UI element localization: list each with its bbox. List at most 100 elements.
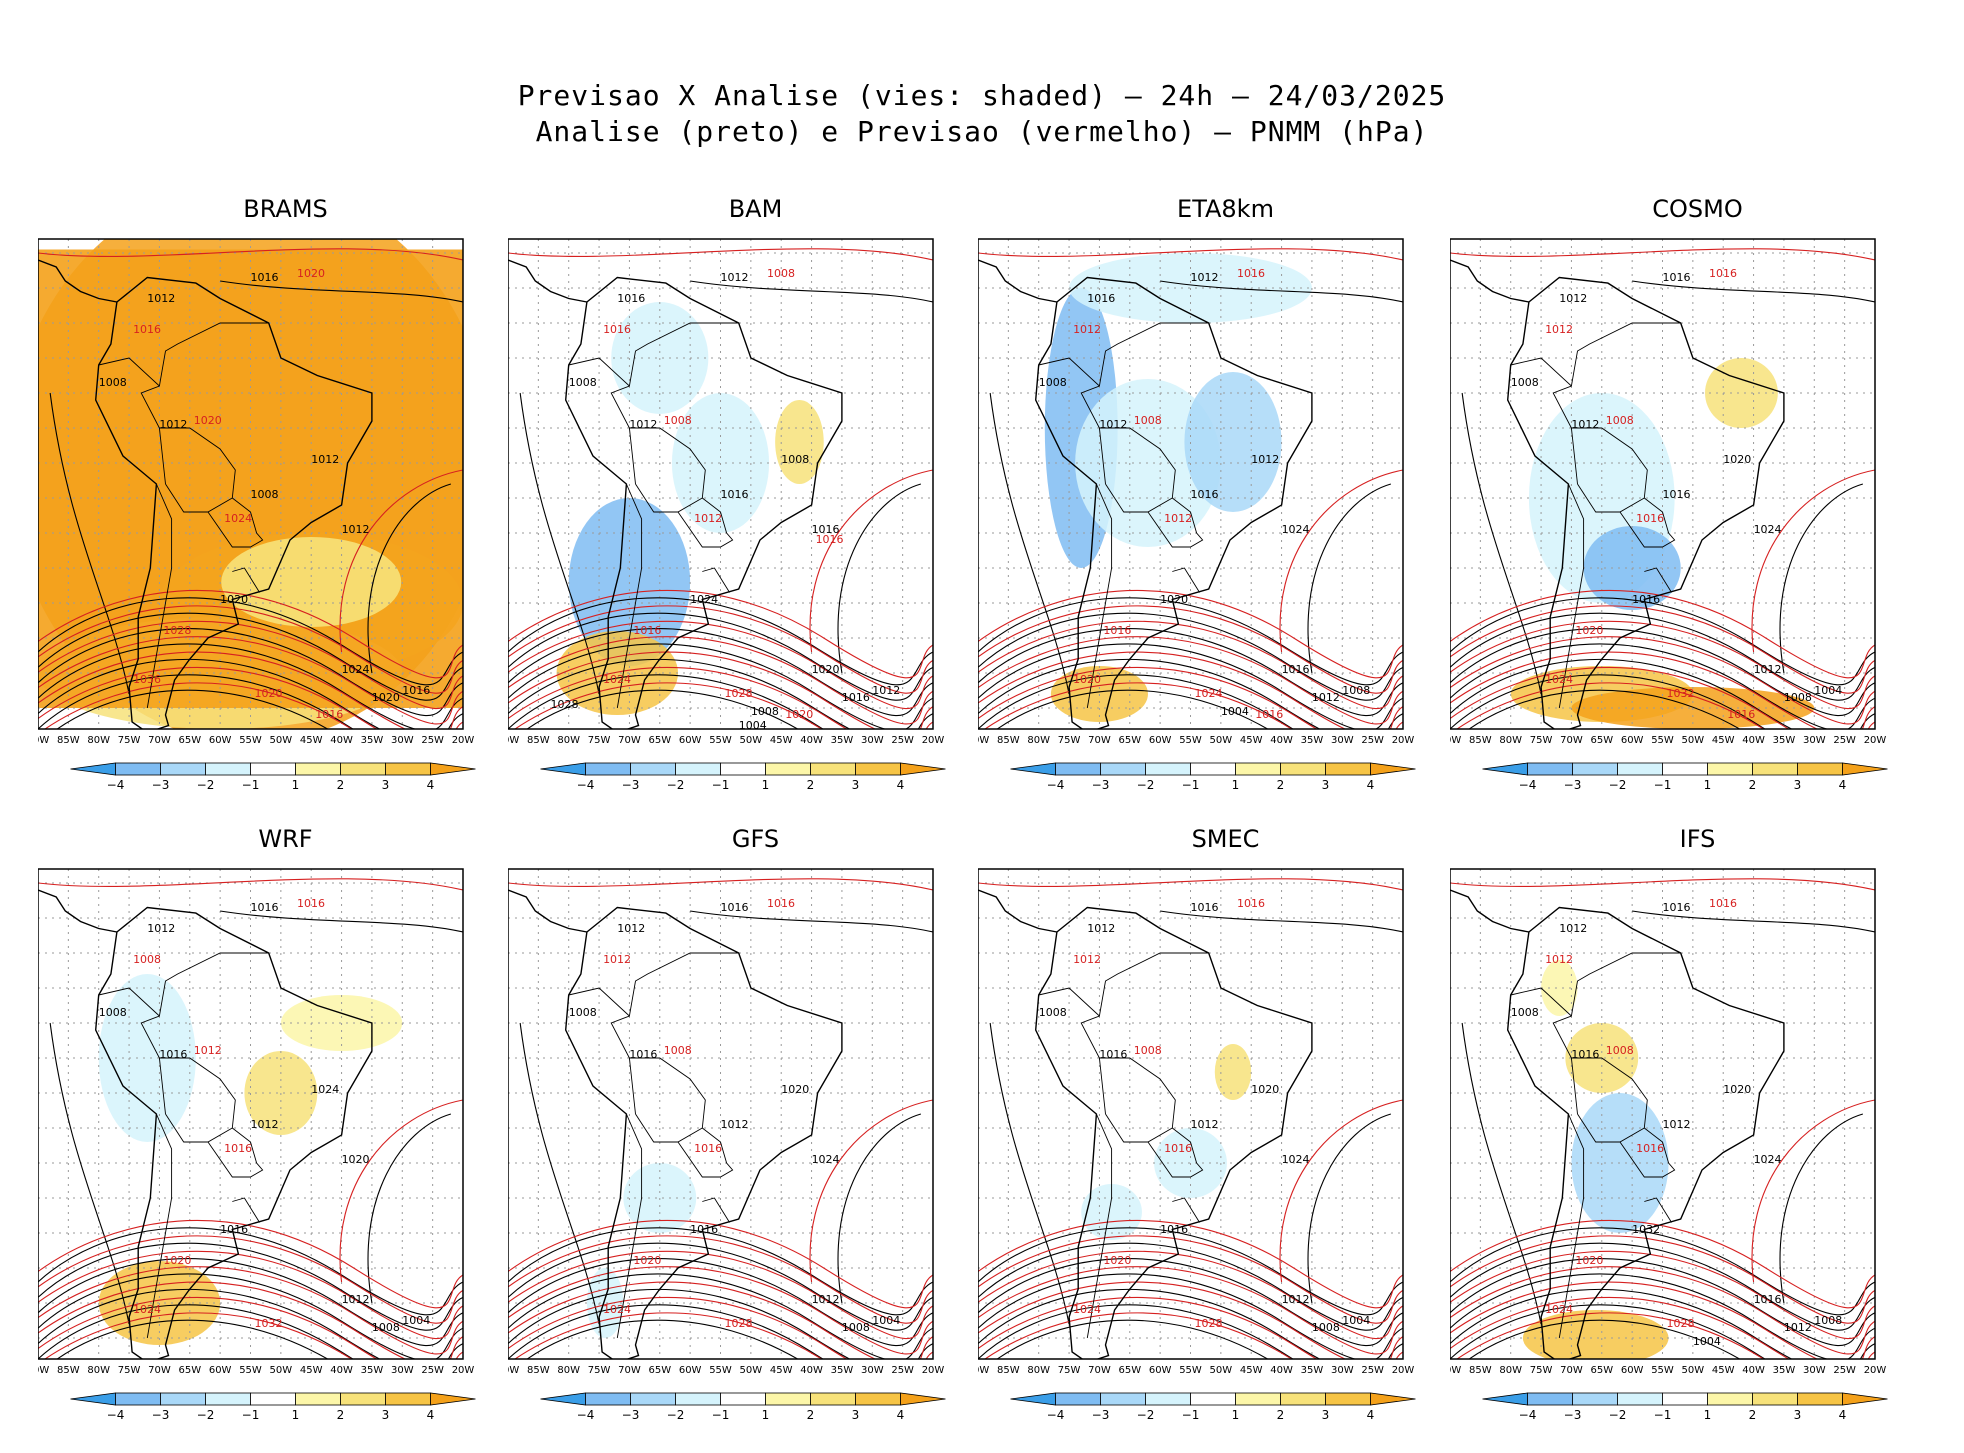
colorbar-label: −4 <box>1519 1408 1537 1422</box>
analysis-contour-label: 1020 <box>342 1153 370 1166</box>
lon-tick-label: 20W <box>452 735 475 746</box>
map-frame <box>1450 238 1876 730</box>
analysis-isobar <box>38 674 463 729</box>
lon-tick-label: 40W <box>1270 1365 1293 1376</box>
analysis-isobar <box>1779 483 1864 674</box>
lon-tick-label: 80W <box>1499 1365 1522 1376</box>
analysis-contour-label: 1020 <box>1723 1083 1751 1096</box>
analysis-isobar <box>978 643 1403 729</box>
analysis-isobar <box>1160 910 1403 933</box>
colorbar-segment <box>1190 1392 1236 1406</box>
analysis-contour-label: 1008 <box>1511 376 1539 389</box>
analysis-isobar <box>367 483 452 674</box>
lon-tick-label: 50W <box>1210 735 1233 746</box>
analysis-contour-label: 1016 <box>617 292 645 305</box>
lon-tick-label: 30W <box>1331 735 1354 746</box>
lon-tick-label: 80W <box>87 1365 110 1376</box>
analysis-contour-label: 1016 <box>1571 1048 1599 1061</box>
analysis-isobar <box>508 643 933 729</box>
colorbar-label: −4 <box>577 778 595 792</box>
colorbar-label: 2 <box>1277 1408 1285 1422</box>
colorbar-segment <box>1707 1392 1753 1406</box>
map-frame <box>508 238 934 730</box>
forecast-contour-label: 1020 <box>194 414 222 427</box>
coastline <box>978 259 1313 729</box>
forecast-isobar <box>38 1250 463 1340</box>
colorbar-segment <box>630 762 676 776</box>
lon-tick-label: 35W <box>1773 1365 1796 1376</box>
map-svg: 1012101610081012101610121024102010161012… <box>978 238 1416 792</box>
colorbar-label: −3 <box>1564 1408 1582 1422</box>
analysis-contour-label: 1024 <box>812 1153 840 1166</box>
plot-area: 1016 1012 1008 1016 1012 1020 1024 1016 1012 1008… <box>978 869 1403 1359</box>
forecast-isobar <box>44 682 353 729</box>
lon-tick-label: 50W <box>1682 735 1705 746</box>
analysis-contour-label: 1024 <box>1282 1153 1310 1166</box>
forecast-contour-label: 1016 <box>1709 897 1737 910</box>
analysis-contour-label: 1012 <box>1663 1118 1691 1131</box>
colorbar-label: −2 <box>1609 1408 1627 1422</box>
lon-tick-label: 35W <box>1301 735 1324 746</box>
analysis-isobar <box>1450 658 1875 729</box>
colorbar-label: 4 <box>897 1408 905 1422</box>
analysis-isobar <box>1450 1273 1875 1359</box>
forecast-contour-label: 1016 <box>1727 708 1755 721</box>
analysis-contour-label: 1012 <box>251 1118 279 1131</box>
forecast-isobar <box>809 1099 933 1283</box>
bias-area <box>1541 960 1578 1016</box>
lon-tick-label: 70W <box>1088 735 1111 746</box>
analysis-isobar <box>220 910 463 933</box>
colorbar-segment <box>585 762 631 776</box>
lon-tick-label: 90W <box>38 735 49 746</box>
panel-ifs: IFS 1016 1012 1008 1016 1012 1020 1024 1032 1016 1… <box>1450 825 1945 1445</box>
colorbar-label: 4 <box>1367 1408 1375 1422</box>
bias-area <box>556 631 678 715</box>
forecast-isobar <box>978 590 1403 679</box>
analysis-contour-label: 1016 <box>1663 271 1691 284</box>
analysis-contour-label: 1016 <box>721 901 749 914</box>
colorbar-segment <box>1235 762 1281 776</box>
analysis-contour-label: 1020 <box>812 663 840 676</box>
analysis-isobar <box>978 1288 1403 1359</box>
colorbar: −4 −3 −2 −1 1 2 3 4 <box>1482 1392 1888 1422</box>
plot-area: 1016 1012 1008 1016 1012 1020 1024 1016 1012 1008… <box>508 869 933 1359</box>
lon-tick-label: 35W <box>361 735 384 746</box>
forecast-contour-label: 1008 <box>664 414 692 427</box>
plot-area: 1016101210081016101210201024103210161012… <box>1450 869 1875 1359</box>
analysis-isobar <box>56 689 329 729</box>
forecast-isobar <box>1279 1099 1403 1283</box>
forecast-contour-label: 1008 <box>1134 414 1162 427</box>
panel-brams: BRAMS 1016 1012 1008 1012 1008 1012 1012 1020 102… <box>38 195 533 815</box>
colorbar-label: 4 <box>427 1408 435 1422</box>
lon-tick-label: 25W <box>1833 1365 1856 1376</box>
lon-tick-label: 65W <box>648 1365 671 1376</box>
analysis-contour-label: 1016 <box>1191 488 1219 501</box>
forecast-isobar <box>38 590 463 679</box>
lon-tick-label: 45W <box>300 735 323 746</box>
analysis-isobar <box>1632 910 1875 933</box>
colorbar: −4 −3 −2 −1 1 2 3 4 <box>70 762 476 792</box>
panel-bam: BAM 1012 1016 1008 1012 1016 1008 1016 1024 1020 1… <box>508 195 1003 815</box>
colorbar-label: 1 <box>1232 1408 1240 1422</box>
analysis-contour-label: 1016 <box>251 271 279 284</box>
colorbar: −4 −3 −2 −1 1 2 3 4 <box>1482 762 1888 792</box>
lon-tick-label: 75W <box>118 1365 141 1376</box>
lon-tick-label: 80W <box>87 735 110 746</box>
lon-tick-label: 20W <box>1864 1365 1887 1376</box>
lon-tick-label: 85W <box>57 1365 80 1376</box>
forecast-contour-label: 1008 <box>1606 1044 1634 1057</box>
forecast-contour-label: 1028 <box>163 624 191 637</box>
analysis-isobar <box>508 1227 933 1316</box>
colorbar-segment <box>1325 1392 1371 1406</box>
colorbar-label: 2 <box>337 1408 345 1422</box>
colorbar-label: −2 <box>197 778 215 792</box>
analysis-isobar <box>978 1242 1403 1331</box>
lon-tick-label: 25W <box>1361 735 1384 746</box>
lon-tick-label: 75W <box>1530 735 1553 746</box>
colorbar-label: −4 <box>107 1408 125 1422</box>
forecast-contour-label: 1012 <box>1164 512 1192 525</box>
analysis-contour-label: 1020 <box>781 1083 809 1096</box>
map-svg: 1016 1012 1008 1016 1012 1024 1020 1016 1012 1008… <box>38 868 476 1422</box>
analysis-isobar <box>508 1258 933 1347</box>
